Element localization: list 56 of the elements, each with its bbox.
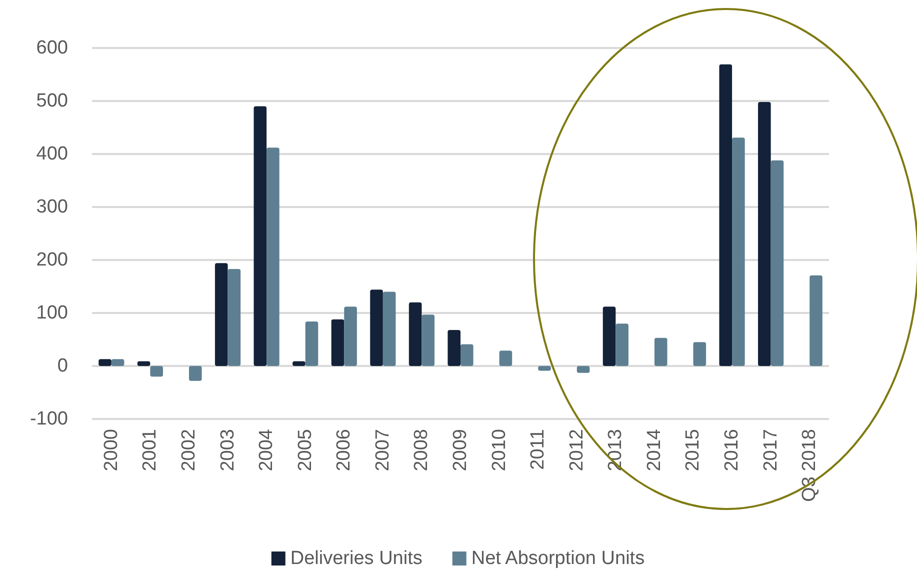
x-tick-label: 2009 (450, 429, 471, 472)
bar (770, 160, 784, 366)
bar (602, 306, 616, 366)
bar (266, 148, 280, 366)
bar (150, 366, 163, 377)
x-tick-label: 2012 (566, 429, 588, 472)
bar (111, 359, 124, 366)
y-tick-label: 400 (36, 144, 68, 164)
y-tick-label: 300 (36, 196, 68, 218)
x-tick-label: 2003 (217, 429, 238, 472)
x-tick-label: 2004 (256, 428, 278, 472)
bar (214, 263, 228, 366)
bar (344, 306, 357, 366)
bar (758, 102, 771, 366)
bar (422, 314, 435, 366)
x-tick-label: 2008 (411, 429, 432, 472)
bar (576, 366, 590, 373)
x-tick-label: Q3 2018 (799, 429, 820, 502)
y-tick-label: 100 (36, 302, 68, 324)
legend-label: Net Absorption Units (471, 548, 645, 569)
bar (460, 344, 474, 366)
x-tick-label: 2007 (372, 429, 394, 472)
x-tick-label: 2010 (488, 429, 510, 472)
x-tick-label: 2000 (100, 429, 122, 472)
x-tick-label: 2006 (334, 429, 355, 472)
bar (331, 319, 344, 366)
x-tick-label: 2017 (760, 429, 782, 472)
bar (188, 366, 202, 381)
bar (810, 275, 822, 366)
x-tick-label: 2001 (140, 429, 161, 472)
bar (719, 64, 732, 366)
bar (370, 290, 383, 366)
x-tick-label: 2016 (722, 429, 743, 472)
x-tick-label: 2011 (528, 429, 549, 470)
bar (382, 292, 396, 366)
bar (305, 321, 318, 366)
x-tick-label: 2015 (682, 429, 704, 472)
bar (654, 338, 668, 366)
x-tick-label: 2005 (294, 429, 316, 472)
bar (254, 106, 267, 366)
y-tick-label: 0 (57, 356, 68, 376)
bar (732, 138, 745, 366)
legend-label: Deliveries Units (290, 548, 422, 569)
y-tick-label: 500 (36, 90, 68, 112)
bar (408, 302, 422, 366)
y-tick-label: 600 (36, 38, 68, 58)
y-tick-label: 200 (36, 250, 68, 270)
bar (616, 324, 628, 366)
x-tick-label: 2014 (644, 428, 665, 472)
bar (228, 269, 241, 366)
bar (499, 350, 512, 366)
bar (448, 330, 460, 366)
bar (98, 359, 112, 366)
y-tick-label: -100 (30, 408, 68, 430)
x-tick-label: 2002 (178, 429, 200, 472)
bar (693, 342, 706, 366)
